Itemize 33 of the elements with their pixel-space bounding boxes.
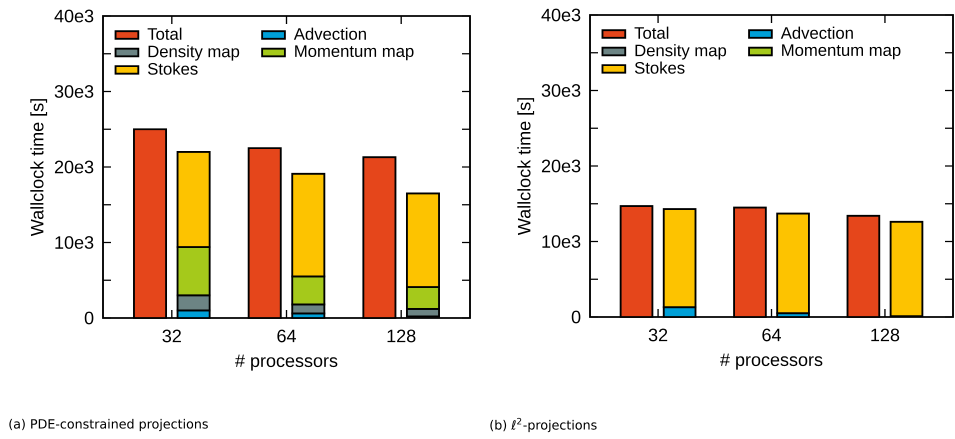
legend-label: Stokes — [148, 62, 198, 75]
text: (a) PDE-constrained projections — [9, 418, 208, 432]
x-axis-title: # processors — [720, 354, 822, 370]
legend-label: Total — [634, 26, 668, 39]
legend-label: Total — [148, 28, 182, 40]
y-tick-label: 0 — [572, 310, 580, 324]
legend-label: Momentum map — [782, 44, 900, 60]
legend-label: Stokes — [634, 62, 685, 74]
legend-label: Density map — [148, 45, 240, 61]
y-tick-label: 40e3 — [54, 10, 94, 22]
y-tick-label: 0 — [84, 312, 94, 324]
y-tick-label: 10e3 — [55, 236, 94, 249]
legend-label: Advection — [780, 26, 853, 39]
y-tick-label: 30e3 — [542, 84, 580, 97]
y-axis-title: Wallclock time [s] — [30, 99, 48, 236]
x-tick-label: 32 — [648, 328, 668, 342]
y-tick-label: 20e3 — [54, 160, 94, 174]
x-tick-label: 64 — [762, 328, 781, 342]
legend-label: Density map — [636, 44, 726, 60]
legend-label: Momentum map — [295, 45, 414, 60]
y-tick-label: 40e3 — [541, 8, 580, 22]
text: (b) ℓ$^{2}$-projections — [490, 418, 597, 432]
y-tick-label: 20e3 — [542, 160, 580, 172]
x-tick-label: 32 — [162, 330, 181, 342]
legend-label: Advection — [294, 28, 366, 40]
x-axis-title: # processors — [235, 354, 338, 371]
x-tick-label: 128 — [871, 328, 900, 342]
x-tick-label: 64 — [277, 330, 296, 342]
x-tick-label: 128 — [388, 330, 416, 342]
bar — [776, 212, 810, 314]
y-tick-label: 10e3 — [542, 235, 580, 248]
y-axis-title: Wallclock time [s] — [517, 98, 534, 236]
y-tick-label: 30e3 — [54, 85, 94, 98]
